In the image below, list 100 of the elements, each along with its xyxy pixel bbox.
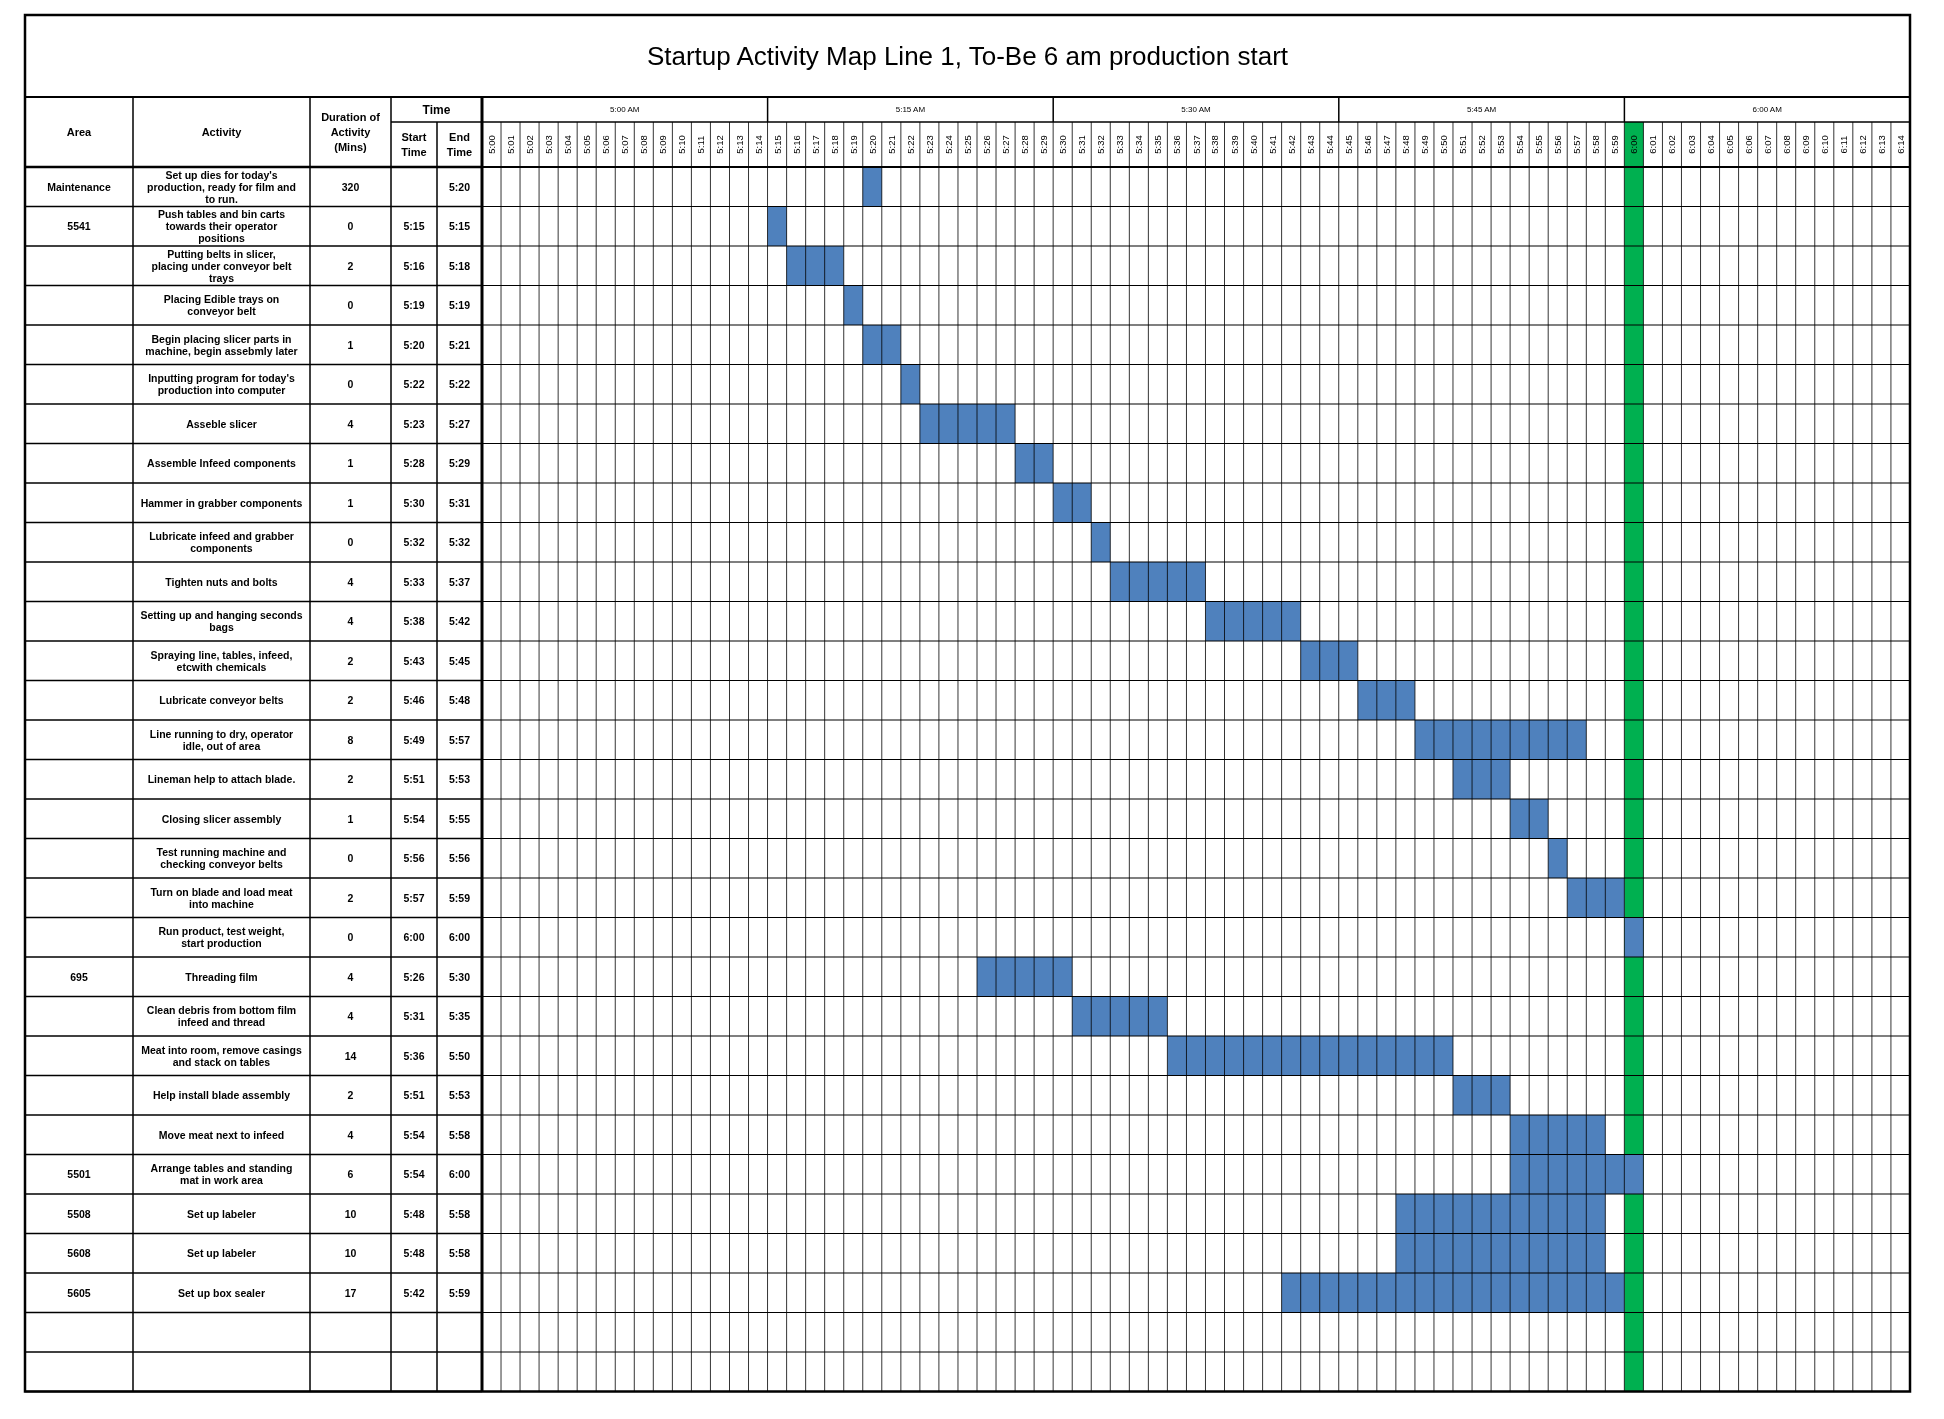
x-tick-label: 5:46 bbox=[1361, 135, 1373, 154]
text: 5:48 bbox=[448, 694, 471, 707]
x-tick-label: 5:19 bbox=[847, 135, 859, 154]
text: 4 bbox=[347, 1010, 354, 1023]
text: 5:30 bbox=[403, 496, 425, 509]
text: 5:23 bbox=[403, 417, 425, 430]
text: 5:43 bbox=[403, 654, 425, 667]
x-tick-label: 6:05 bbox=[1723, 135, 1735, 154]
y-tick-label: Help install blade assembly bbox=[152, 1089, 291, 1102]
text: 4 bbox=[347, 970, 354, 983]
y-tick-label: Turn on blade and load meat into machine bbox=[150, 885, 294, 910]
x-tick-label: 5:05 bbox=[581, 135, 593, 154]
text: 5:51 bbox=[403, 1089, 425, 1102]
text: 6:00 bbox=[403, 931, 425, 944]
x-tick-label: 5:27 bbox=[1000, 135, 1012, 154]
x-tick-label: 5:47 bbox=[1380, 135, 1392, 154]
text: 5:56 bbox=[403, 852, 425, 865]
text: 5:53 bbox=[448, 773, 471, 786]
text: 5:22 bbox=[448, 378, 471, 391]
text: 5:58 bbox=[448, 1207, 471, 1220]
x-tick-label: 6:10 bbox=[1818, 135, 1830, 154]
text: 5:57 bbox=[403, 891, 425, 904]
x-tick-label: 6:04 bbox=[1704, 135, 1716, 154]
x-tick-label: 5:16 bbox=[790, 135, 802, 154]
text: 2 bbox=[347, 1089, 354, 1102]
text: 4 bbox=[347, 615, 354, 628]
category-label: End Time bbox=[446, 131, 473, 158]
x-tick-label: 5:51 bbox=[1457, 135, 1469, 154]
text: 0 bbox=[347, 220, 354, 233]
y-tick-label: Setting up and hanging seconds bags bbox=[140, 609, 303, 634]
x-tick-label: 5:09 bbox=[657, 135, 669, 154]
text: 10 bbox=[344, 1207, 357, 1220]
x-tick-label: 5:03 bbox=[543, 135, 555, 154]
text: 5:28 bbox=[403, 457, 425, 470]
text: 5:15 bbox=[403, 220, 425, 233]
y-tick-label: Begin placing slicer parts in machine, begin assebmly later bbox=[145, 332, 298, 357]
x-tick-label: 5:29 bbox=[1038, 135, 1050, 154]
text: Time bbox=[422, 102, 451, 117]
text: 5:35 bbox=[448, 1010, 471, 1023]
x-tick-label: 5:37 bbox=[1190, 135, 1202, 154]
text: 1 bbox=[347, 457, 354, 470]
x-tick-label: 5:42 bbox=[1285, 135, 1297, 154]
y-tick-label: Set up labeler bbox=[187, 1207, 256, 1220]
x-tick-label: 5:28 bbox=[1019, 135, 1031, 154]
text: 5:49 bbox=[403, 733, 425, 746]
text: 695 bbox=[70, 970, 88, 983]
x-tick-label: 5:34 bbox=[1133, 135, 1145, 154]
y-tick-label: Closing slicer assembly bbox=[161, 812, 282, 825]
y-tick-label: Run product, test weight, start production bbox=[158, 925, 285, 950]
x-tick-label: 5:04 bbox=[562, 135, 574, 154]
x-tick-label: 5:12 bbox=[714, 135, 726, 154]
y-tick-label: Lubricate infeed and grabber components bbox=[149, 530, 294, 555]
text: 5608 bbox=[67, 1247, 91, 1260]
text: 5:21 bbox=[448, 338, 471, 351]
y-tick-label: Asseble slicer bbox=[186, 417, 257, 430]
x-tick-label: 5:10 bbox=[676, 135, 688, 154]
text: 5:54 bbox=[403, 1168, 425, 1181]
y-tick-label: Placing Edible trays on conveyor belt bbox=[163, 293, 280, 318]
y-tick-label: Move meat next to infeed bbox=[158, 1128, 285, 1141]
x-tick-label: 5:18 bbox=[828, 135, 840, 154]
x-tick-label: 5:23 bbox=[923, 135, 935, 154]
text: 0 bbox=[347, 931, 354, 944]
y-axis-title: Activity bbox=[201, 126, 243, 138]
y-tick-label: Set up dies for today's production, ready for film and to run. bbox=[147, 168, 296, 205]
x-tick-label: 5:43 bbox=[1304, 135, 1316, 154]
text: 5:59 bbox=[448, 1286, 471, 1299]
y-tick-label: Lineman help to attach blade. bbox=[147, 773, 296, 786]
x-tick-label: 5:48 bbox=[1399, 135, 1411, 154]
text: 6:00 AM bbox=[1752, 105, 1783, 114]
text: 5:36 bbox=[403, 1049, 425, 1062]
x-tick-label: 5:21 bbox=[885, 135, 897, 154]
x-tick-label: 5:56 bbox=[1552, 135, 1564, 154]
y-tick-label: Hammer in grabber components bbox=[140, 496, 303, 509]
y-tick-label: Putting belts in slicer, placing under conveyor belt trays bbox=[151, 247, 293, 284]
text: 4 bbox=[347, 417, 354, 430]
text: 5:46 bbox=[403, 694, 425, 707]
text: 0 bbox=[347, 299, 354, 312]
text: 5:20 bbox=[448, 180, 471, 193]
text: 5605 bbox=[67, 1286, 91, 1299]
y-tick-label: Set up box sealer bbox=[178, 1286, 265, 1299]
text: 5:53 bbox=[448, 1089, 471, 1102]
y-tick-label: Lubricate conveyor belts bbox=[159, 694, 284, 707]
text: 5:30 bbox=[448, 970, 471, 983]
y-tick-label: Test running machine and checking conveyor belts bbox=[156, 846, 287, 871]
x-tick-label: 5:25 bbox=[962, 135, 974, 154]
x-tick-label: 5:01 bbox=[505, 135, 517, 154]
x-tick-label: 6:08 bbox=[1780, 135, 1792, 154]
x-tick-label: 6:12 bbox=[1856, 135, 1868, 154]
x-tick-label: 5:44 bbox=[1323, 135, 1335, 154]
text: 5501 bbox=[67, 1168, 91, 1181]
text: 5:20 bbox=[403, 338, 425, 351]
x-tick-label: 5:40 bbox=[1247, 135, 1259, 154]
text: 6:00 bbox=[448, 931, 471, 944]
text: 8 bbox=[347, 733, 354, 746]
text: 2 bbox=[347, 259, 354, 272]
text: 5:19 bbox=[448, 299, 471, 312]
category-label: Area bbox=[66, 126, 93, 138]
x-tick-label: 5:55 bbox=[1533, 135, 1545, 154]
text: 5:30 AM bbox=[1181, 105, 1212, 114]
text: 6:00 bbox=[448, 1168, 471, 1181]
